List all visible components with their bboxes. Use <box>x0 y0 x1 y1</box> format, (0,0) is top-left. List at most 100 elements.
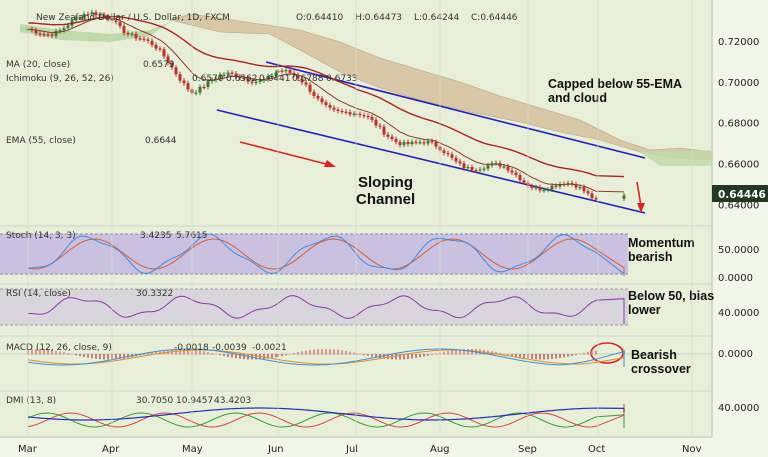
macd-histogram-bar <box>535 354 537 360</box>
candle-body <box>348 112 352 115</box>
macd-histogram-bar <box>155 351 157 355</box>
macd-histogram-bar <box>423 354 425 357</box>
macd-histogram-bar <box>127 354 129 358</box>
dmi-plus-line <box>27 404 625 428</box>
macd-histogram-bar <box>587 351 589 355</box>
candle-body <box>410 141 414 145</box>
candle-body <box>158 48 162 50</box>
candle-body <box>534 187 538 189</box>
macd-histogram-bar <box>419 354 421 358</box>
last-price-text: 0.64446 <box>718 189 766 201</box>
candle-body <box>154 44 158 49</box>
macd-histogram-bar <box>275 354 277 358</box>
macd-histogram-bar <box>547 354 549 360</box>
candle-body <box>134 33 138 39</box>
candle-body <box>270 75 274 78</box>
macd-histogram-bar <box>375 354 377 358</box>
candle-body <box>178 74 182 81</box>
time-axis[interactable] <box>0 437 712 457</box>
stoch-plot <box>27 233 625 276</box>
ma-legend[interactable]: MA (20, close) <box>6 60 70 70</box>
macd-signal-line <box>27 349 625 365</box>
rsi-value: 30.3322 <box>136 289 173 299</box>
stoch-d-line <box>27 238 625 273</box>
macd-histogram-bar <box>415 354 417 358</box>
macd-histogram-bar <box>353 352 355 355</box>
macd-histogram-bar <box>79 354 81 357</box>
macd-histogram-bar <box>83 354 85 357</box>
candle-body <box>102 14 106 17</box>
macd-histogram-bar <box>531 354 533 360</box>
candle-body <box>358 113 362 116</box>
macd-histogram-bar <box>35 349 37 355</box>
candle-body <box>514 172 518 176</box>
macd-histogram-bar <box>467 349 469 355</box>
macd-histogram-bar <box>363 354 365 356</box>
candle-body <box>352 113 356 115</box>
macd-histogram-bar <box>199 350 201 355</box>
candle-body <box>288 70 292 73</box>
candle-body <box>474 170 478 172</box>
candle-body <box>280 70 284 72</box>
macd-histogram-bar <box>499 352 501 355</box>
macd-histogram-bar <box>321 349 323 355</box>
macd-histogram-bar <box>293 352 295 355</box>
ichimoku-legend[interactable]: Ichimoku (9, 26, 52, 26) <box>6 74 114 84</box>
candle-body <box>146 39 150 41</box>
candle-body <box>62 28 66 31</box>
y-tick-label: 0.70000 <box>718 78 759 89</box>
candle-body <box>130 33 134 36</box>
macd-histogram-bar <box>231 354 233 358</box>
ma-value: 0.6579 <box>143 60 175 70</box>
dmi-legend[interactable]: DMI (13, 8) <box>6 396 56 406</box>
macd-histogram-bar <box>551 354 553 360</box>
candle-body <box>538 187 542 191</box>
macd-histogram-bar <box>183 349 185 355</box>
macd-histogram-bar <box>305 350 307 355</box>
candle-body <box>370 117 374 120</box>
y-tick-label: 50.0000 <box>718 245 759 256</box>
macd-histogram-bar <box>47 349 49 355</box>
candle-body <box>234 73 238 77</box>
macd-histogram-bar <box>285 354 287 356</box>
candle-body <box>434 141 438 147</box>
y-tick-label: 0.0000 <box>718 273 753 284</box>
note-capped-line1: Capped below 55-EMA <box>548 77 682 91</box>
header-legend[interactable]: New Zealand Dollar / U.S. Dollar, 1D, FX… <box>36 13 518 23</box>
x-tick-label: Apr <box>102 444 120 455</box>
candle-body <box>82 14 86 18</box>
macd-histogram-bar <box>51 350 53 355</box>
ema-legend[interactable]: EMA (55, close) <box>6 136 76 146</box>
macd-histogram-bar <box>239 354 241 359</box>
stoch-legend[interactable]: Stoch (14, 3, 3) <box>6 231 76 241</box>
candle-body <box>454 157 458 162</box>
candle-body <box>462 163 466 169</box>
candle-body <box>470 167 474 171</box>
macd-histogram-bar <box>99 354 101 360</box>
price-plot <box>26 9 626 202</box>
x-tick-label: Sep <box>518 444 537 455</box>
macd-histogram-bar <box>435 353 437 355</box>
macd-histogram-bar <box>411 354 413 359</box>
candle-body <box>58 30 62 32</box>
macd-histogram-bar <box>195 350 197 355</box>
macd-histogram-bar <box>179 349 181 355</box>
macd-histogram-bar <box>281 354 283 357</box>
macd-histogram-bar <box>309 350 311 355</box>
macd-histogram-bar <box>511 354 513 356</box>
macd-histogram-bar <box>267 354 269 359</box>
candle-body <box>214 78 218 81</box>
macd-histogram-bar <box>407 354 409 359</box>
stoch-k-line <box>27 233 625 276</box>
price-axis[interactable] <box>712 0 768 457</box>
candle-body <box>382 126 386 135</box>
ichimoku-cloud-early <box>20 22 170 42</box>
rsi-legend[interactable]: RSI (14, close) <box>6 289 71 299</box>
candle-body <box>582 186 586 192</box>
candle-body <box>418 142 422 144</box>
macd-histogram-bar <box>341 350 343 355</box>
macd-histogram-bar <box>107 354 109 360</box>
macd-histogram-bar <box>297 352 299 355</box>
candle-body <box>174 67 178 75</box>
macd-legend[interactable]: MACD (12, 26, close, 9) <box>6 343 112 353</box>
